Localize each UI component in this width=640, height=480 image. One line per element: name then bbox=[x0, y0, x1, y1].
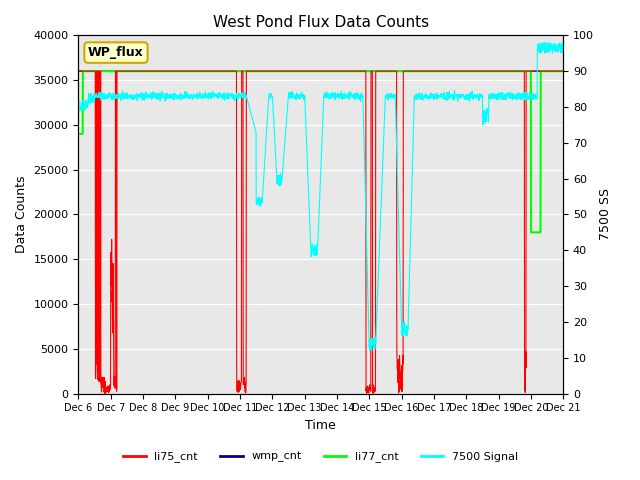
X-axis label: Time: Time bbox=[305, 419, 336, 432]
Y-axis label: Data Counts: Data Counts bbox=[15, 176, 28, 253]
Text: WP_flux: WP_flux bbox=[88, 46, 144, 59]
Title: West Pond Flux Data Counts: West Pond Flux Data Counts bbox=[212, 15, 429, 30]
Legend: li75_cnt, wmp_cnt, li77_cnt, 7500 Signal: li75_cnt, wmp_cnt, li77_cnt, 7500 Signal bbox=[119, 447, 523, 467]
Y-axis label: 7500 SS: 7500 SS bbox=[600, 189, 612, 240]
